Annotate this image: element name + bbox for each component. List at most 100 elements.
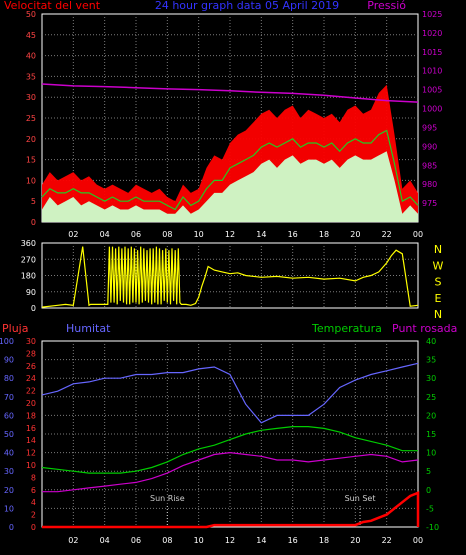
direction-tick-label: 0 (31, 304, 36, 313)
pressure-tick-label: 995 (422, 123, 437, 132)
humidity-tick-label: 50 (4, 430, 14, 439)
dewpoint-line (42, 451, 419, 493)
wind-time-tick-label: 14 (256, 230, 266, 239)
pressure-tick-label: 985 (422, 161, 437, 170)
weather-time-tick-label: 02 (68, 536, 78, 545)
rain-tick-label: 16 (26, 424, 36, 433)
wind-speed-tick-label: 0 (31, 218, 36, 227)
temperature-tick-label: -10 (426, 523, 439, 532)
wind-speed-tick-label: 20 (26, 135, 36, 144)
wind-speed-tick-label: 50 (26, 10, 36, 19)
humidity-line (41, 362, 419, 424)
chart-title: 24 hour graph data 05 April 2019 (155, 0, 339, 12)
wind-speed-tick-label: 30 (26, 93, 36, 102)
temperature-tick-label: 35 (426, 356, 436, 365)
rain-tick-label: 18 (26, 411, 36, 420)
weather-time-tick-label: 08 (162, 536, 172, 545)
weather-time-tick-label: 00 (413, 536, 423, 545)
direction-tick-label: 180 (21, 272, 36, 281)
humidity-tick-label: 30 (4, 467, 14, 476)
rain-tick-label: 22 (26, 387, 36, 396)
wind-speed-tick-label: 45 (26, 31, 36, 40)
humidity-tick-label: 90 (4, 356, 14, 365)
wind-time-tick-label: 02 (68, 230, 78, 239)
wind-speed-tick-label: 25 (26, 114, 36, 123)
humidity-legend-label: Humitat (66, 322, 111, 335)
rain-tick-label: 6 (31, 486, 36, 495)
dewpoint-legend-label: Punt rosada (392, 322, 457, 335)
rain-tick-label: 20 (26, 399, 36, 408)
wind-speed-tick-label: 35 (26, 72, 36, 81)
wind-speed-area (42, 151, 418, 222)
pressure-tick-label: 990 (422, 142, 437, 151)
compass-letter: N (434, 308, 442, 321)
compass-letter: N (434, 243, 442, 256)
wind-speed-tick-label: 40 (26, 52, 36, 61)
pressure-tick-label: 1015 (422, 48, 442, 57)
pressure-tick-label: 975 (422, 199, 437, 208)
pressure-tick-label: 1010 (422, 67, 442, 76)
rain-tick-label: 10 (26, 461, 36, 470)
weather-time-tick-label: 14 (256, 536, 266, 545)
temperature-tick-label: 25 (426, 393, 436, 402)
sun-marker-label: Sun Rise (150, 494, 185, 503)
weather-time-tick-label: 06 (131, 536, 141, 545)
temperature-tick-label: 10 (426, 449, 436, 458)
humidity-tick-label: 60 (4, 411, 14, 420)
wind-time-tick-label: 04 (100, 230, 110, 239)
humidity-tick-label: 40 (4, 449, 14, 458)
rain-tick-label: 2 (31, 511, 36, 520)
pressure-tick-label: 1005 (422, 86, 442, 95)
wind-time-tick-label: 20 (350, 230, 360, 239)
wind-time-tick-label: 16 (288, 230, 298, 239)
rain-tick-label: 28 (26, 349, 36, 358)
wind-time-tick-label: 18 (319, 230, 329, 239)
pressure-tick-label: 1020 (422, 29, 442, 38)
humidity-tick-label: 70 (4, 393, 14, 402)
weather-time-tick-label: 20 (350, 536, 360, 545)
rain-tick-label: 30 (26, 337, 36, 346)
direction-tick-label: 90 (26, 288, 36, 297)
rain-tick-label: 8 (31, 473, 36, 482)
compass-letter: W (433, 259, 444, 272)
temperature-tick-label: 15 (426, 430, 436, 439)
weather-time-tick-label: 10 (194, 536, 204, 545)
wind-time-tick-label: 08 (162, 230, 172, 239)
weather-time-tick-label: 16 (288, 536, 298, 545)
wind-speed-tick-label: 10 (26, 176, 36, 185)
wind-speed-axis-title: Velocitat del vent (4, 0, 101, 12)
humidity-tick-label: 0 (9, 523, 14, 532)
direction-tick-label: 270 (21, 255, 36, 264)
humidity-temperature-rain-panel: 0102030405060708090100024681012141618202… (0, 337, 439, 545)
temperature-tick-label: 5 (426, 467, 431, 476)
rain-tick-label: 4 (31, 498, 36, 507)
weather-time-tick-label: 22 (382, 536, 392, 545)
wind-time-tick-label: 12 (225, 230, 235, 239)
compass-letter: S (435, 276, 442, 289)
temperature-line (41, 426, 418, 474)
temperature-legend-label: Temperatura (311, 322, 382, 335)
temperature-tick-label: 0 (426, 486, 431, 495)
humidity-tick-label: 80 (4, 374, 14, 383)
weather-time-tick-label: 12 (225, 536, 235, 545)
wind-speed-tick-label: 5 (31, 197, 36, 206)
average-wind-line (41, 129, 419, 211)
rain-tick-label: 24 (26, 374, 36, 383)
rain-tick-label: 26 (26, 362, 36, 371)
wind-speed-tick-label: 15 (26, 156, 36, 165)
rain-tick-label: 12 (26, 449, 36, 458)
pressure-axis-title: Pressió (367, 0, 406, 12)
wind-time-tick-label: 10 (194, 230, 204, 239)
wind-speed-pressure-panel: 0510152025303540455097598098599099510001… (26, 10, 443, 239)
rain-tick-label: 14 (26, 436, 36, 445)
humidity-tick-label: 10 (4, 504, 14, 513)
rain-tick-label: 0 (31, 523, 36, 532)
rain-legend-label: Pluja (2, 322, 28, 335)
sun-marker-label: Sun Set (345, 494, 376, 503)
weather-time-tick-label: 18 (319, 536, 329, 545)
humidity-tick-label: 20 (4, 486, 14, 495)
wind-time-tick-label: 06 (131, 230, 141, 239)
